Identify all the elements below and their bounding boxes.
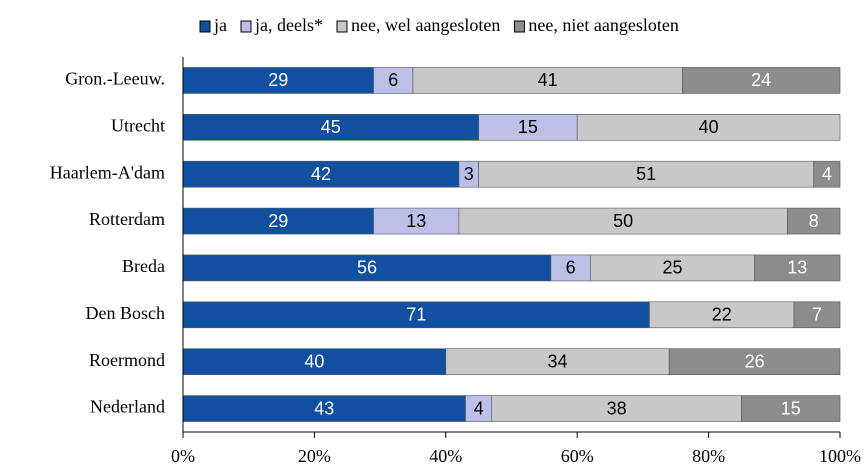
bar-segment [550, 254, 591, 282]
bar-segment [787, 207, 841, 235]
data-label: 8 [809, 211, 819, 231]
legend-label: nee, wel aangesloten [351, 15, 500, 35]
bar-segment [458, 207, 788, 235]
bar-segment [182, 348, 447, 375]
data-label: 13 [406, 211, 426, 231]
x-tick-label: 0% [171, 446, 195, 466]
data-label: 43 [314, 398, 334, 418]
bar-segment [649, 301, 795, 329]
x-tick-label: 60% [561, 446, 594, 466]
data-label: 24 [751, 70, 771, 90]
data-label: 40 [699, 117, 719, 137]
data-label: 38 [607, 398, 627, 418]
data-label: 34 [547, 351, 567, 371]
y-tick-label: Nederland [90, 397, 165, 417]
bar-segment [668, 348, 841, 375]
y-tick-label: Haarlem-A'dam [50, 162, 165, 182]
data-label: 22 [712, 305, 732, 325]
data-label: 50 [613, 211, 633, 231]
bar-segment [182, 395, 466, 422]
x-tick-label: 40% [429, 446, 462, 466]
x-tick-label: 100% [819, 446, 861, 466]
data-label: 29 [268, 70, 288, 90]
data-label: 42 [311, 164, 331, 184]
legend-swatch [336, 20, 348, 33]
bar-segment [793, 301, 841, 329]
bar-segment [373, 67, 414, 94]
bar-segment [590, 254, 755, 282]
bar-segment [576, 114, 841, 141]
bar-segment [478, 160, 815, 188]
data-label: 4 [474, 398, 484, 418]
y-tick-label: Den Bosch [86, 303, 166, 323]
x-tick-label: 20% [298, 446, 331, 466]
legend-label: nee, niet aangesloten [528, 15, 678, 35]
bar-segment [182, 254, 552, 282]
legend-label: ja, deels* [254, 15, 323, 35]
data-label: 45 [321, 117, 341, 137]
bar-segment [182, 207, 374, 235]
data-label: 13 [787, 258, 807, 278]
bar-segment [478, 114, 578, 141]
data-label: 6 [388, 70, 398, 90]
bar-segment [412, 67, 683, 94]
bar-segment [182, 67, 374, 94]
data-label: 15 [781, 398, 801, 418]
bar-segment [813, 160, 841, 188]
data-label: 56 [357, 258, 377, 278]
bar-segment [445, 348, 670, 375]
data-label: 3 [464, 164, 474, 184]
data-label: 29 [268, 211, 288, 231]
bar-segment [182, 301, 650, 329]
bar-segment [682, 67, 841, 94]
data-label: 41 [538, 70, 558, 90]
data-label: 25 [662, 258, 682, 278]
bar-segment [754, 254, 841, 282]
bar-segment [465, 395, 493, 422]
data-label: 26 [745, 351, 765, 371]
y-tick-label: Gron.-Leeuw. [65, 69, 165, 89]
y-tick-label: Roermond [89, 350, 165, 370]
bar-segment [373, 207, 460, 235]
y-tick-label: Rotterdam [89, 209, 165, 229]
data-label: 4 [822, 164, 832, 184]
legend-swatch [513, 20, 525, 33]
legend-swatch [199, 20, 211, 33]
legend-swatch [240, 20, 252, 33]
bar-segment [741, 395, 841, 422]
bar-segment [182, 114, 479, 141]
data-label: 71 [406, 305, 426, 325]
data-label: 51 [636, 164, 656, 184]
y-tick-label: Utrecht [111, 115, 165, 135]
legend-label: ja [213, 15, 227, 35]
data-label: 7 [812, 305, 822, 325]
data-label: 15 [518, 117, 538, 137]
data-label: 40 [304, 351, 324, 371]
x-tick-label: 80% [692, 446, 725, 466]
y-tick-label: Breda [122, 256, 165, 276]
data-label: 6 [566, 258, 576, 278]
